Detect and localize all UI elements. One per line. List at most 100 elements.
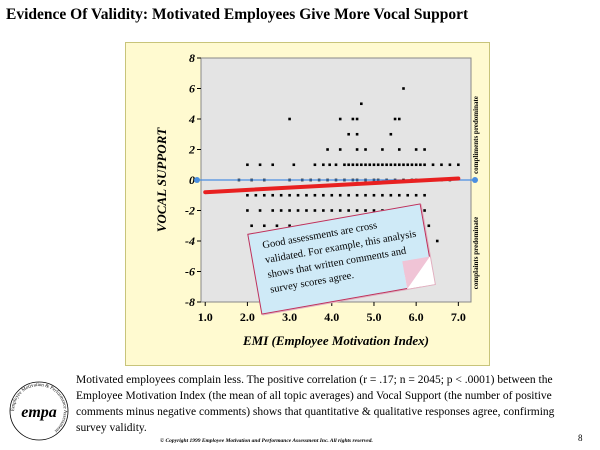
data-point <box>355 148 359 151</box>
callout-note-text: Good assessments are cross validated. Fo… <box>261 220 418 296</box>
data-point <box>258 209 262 212</box>
data-point <box>351 163 355 167</box>
data-point <box>389 132 393 136</box>
data-point <box>296 193 300 197</box>
data-point <box>279 193 283 197</box>
data-point <box>448 163 452 167</box>
data-point <box>246 209 249 212</box>
data-point <box>275 224 279 228</box>
right-label-compliments: compliments predominate <box>472 96 480 174</box>
data-point <box>440 163 443 167</box>
data-point <box>322 193 325 197</box>
data-point <box>376 163 380 167</box>
data-point <box>406 193 410 197</box>
data-point <box>360 102 363 106</box>
data-point <box>397 148 401 151</box>
data-point <box>427 224 431 228</box>
chart-panel: -8 -6 -4 -2 0 2 4 6 8 1.0 2.0 3.0 4.0 5.0 6.0 7.0 VOCA… <box>125 42 490 366</box>
data-point <box>313 163 317 167</box>
data-point <box>338 148 342 151</box>
x-axis-label: EMI (Employee Motivation Index) <box>242 333 429 348</box>
data-point <box>258 163 262 167</box>
data-point <box>330 209 334 212</box>
data-point <box>322 163 325 167</box>
right-label-complaints: complaints predominate <box>472 217 480 289</box>
data-point <box>402 163 405 167</box>
y-tick-label: -6 <box>185 265 195 279</box>
data-point <box>334 163 338 167</box>
data-point <box>397 193 401 197</box>
data-point <box>355 163 359 167</box>
data-point <box>343 163 346 167</box>
data-point <box>288 193 291 197</box>
y-tick-label: -4 <box>185 234 195 248</box>
empa-logo: Employee Motivation & Performance Assess… <box>9 381 69 441</box>
data-point <box>328 163 331 167</box>
scatter-chart: -8 -6 -4 -2 0 2 4 6 8 1.0 2.0 3.0 4.0 5.0 6.0 7.0 VOCA… <box>154 51 480 348</box>
y-axis-label: VOCAL SUPPORT <box>154 127 169 233</box>
x-tick-label: 2.0 <box>240 310 255 324</box>
data-point <box>423 193 426 197</box>
logo-wordmark: empa <box>21 404 57 421</box>
data-point <box>368 163 372 167</box>
data-point <box>364 163 367 167</box>
data-point <box>381 148 384 151</box>
data-point <box>423 148 426 151</box>
data-point <box>351 117 355 121</box>
data-point <box>296 209 300 212</box>
data-point <box>338 209 342 212</box>
data-point <box>347 132 350 136</box>
data-point <box>414 163 418 167</box>
data-point <box>347 163 350 167</box>
data-point <box>347 193 350 197</box>
data-point <box>246 163 249 167</box>
data-point <box>410 163 414 167</box>
data-point <box>457 163 460 167</box>
data-point <box>381 193 384 197</box>
page-curl-corner <box>402 256 435 289</box>
data-point <box>271 163 275 167</box>
data-point <box>372 193 376 197</box>
data-point <box>355 209 359 212</box>
data-point <box>292 163 296 167</box>
data-point <box>322 209 325 212</box>
data-point <box>381 163 384 167</box>
page-number: 8 <box>578 433 583 443</box>
data-point <box>406 163 410 167</box>
zero-line-left-marker <box>194 177 200 183</box>
data-point <box>385 163 388 167</box>
y-tick-label: 0 <box>189 173 195 187</box>
data-point <box>393 117 397 121</box>
data-point <box>360 163 363 167</box>
data-point <box>313 209 317 212</box>
y-tick-label: -8 <box>185 295 195 309</box>
copyright-notice: © Copyright 1999 Employee Motivation and… <box>160 438 373 444</box>
zero-line-right-marker <box>472 177 478 183</box>
data-point <box>397 163 401 167</box>
data-point <box>389 193 393 197</box>
data-point <box>419 163 422 167</box>
data-point <box>435 239 439 243</box>
data-point <box>414 193 418 197</box>
data-point <box>305 193 308 197</box>
x-tick-label: 3.0 <box>282 310 297 324</box>
data-point <box>330 193 334 197</box>
y-tick-label: -2 <box>185 204 195 218</box>
data-point <box>262 193 266 197</box>
x-tick-label: 1.0 <box>198 310 213 324</box>
data-point <box>338 117 342 121</box>
data-point <box>305 209 308 212</box>
data-point <box>364 193 367 197</box>
data-point <box>271 193 275 197</box>
x-tick-label: 4.0 <box>324 310 339 324</box>
data-point <box>414 148 418 151</box>
data-point <box>364 209 367 212</box>
data-point <box>389 163 393 167</box>
y-tick-label: 2 <box>188 143 195 157</box>
data-point <box>397 117 401 121</box>
data-point <box>364 148 367 151</box>
y-tick-label: 8 <box>189 51 195 65</box>
regression-line <box>203 176 461 195</box>
data-point <box>355 117 359 121</box>
data-point <box>326 148 329 151</box>
